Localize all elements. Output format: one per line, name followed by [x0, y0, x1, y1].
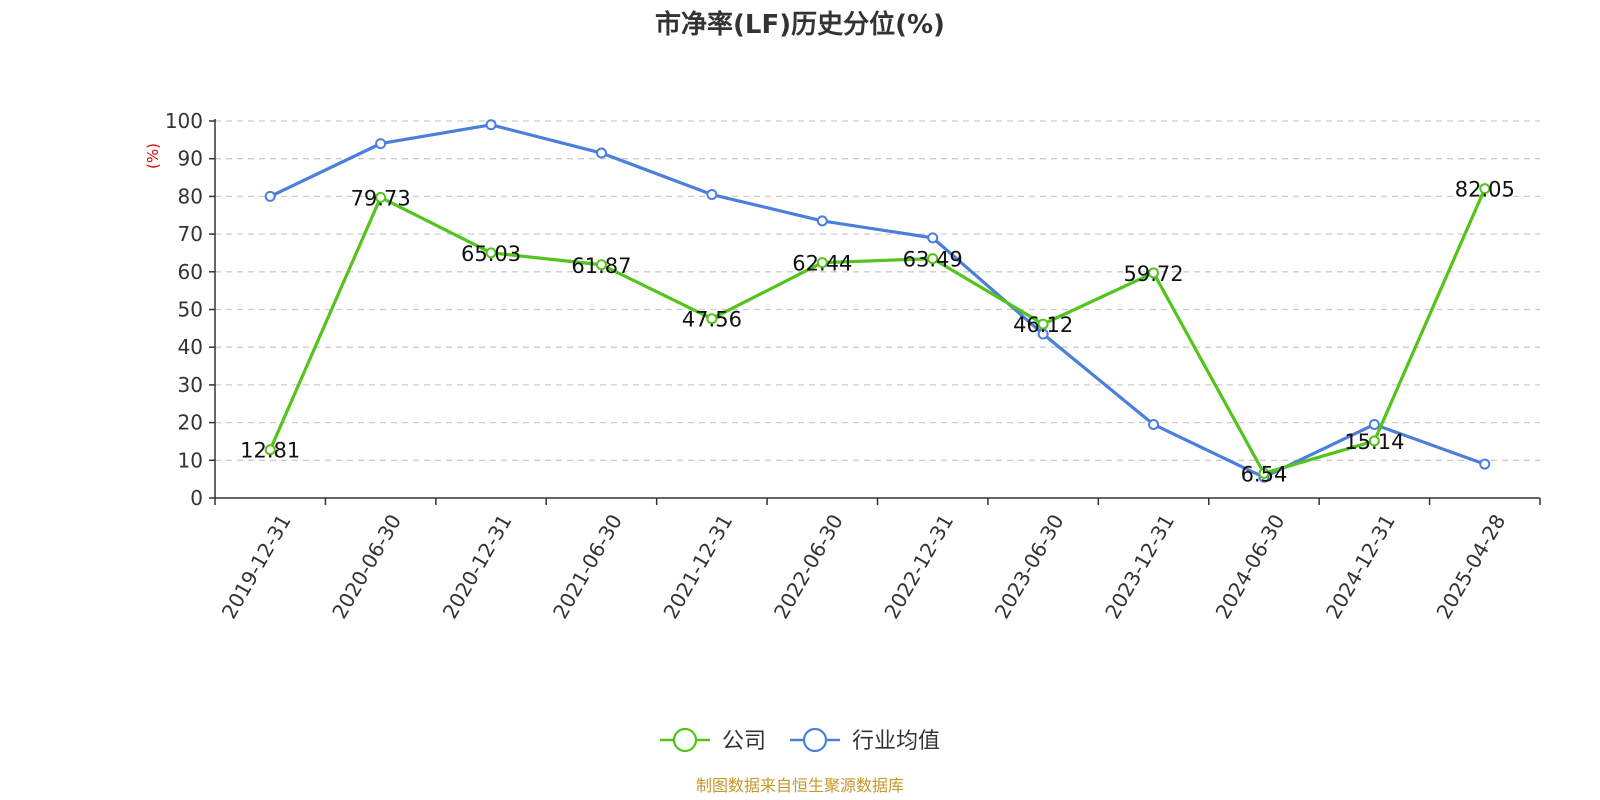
data-point	[264, 190, 276, 202]
y-tick-label: 20	[178, 411, 203, 435]
x-tick-label: 2024-06-30	[1211, 510, 1290, 623]
y-tick-label: 80	[178, 184, 203, 208]
data-point	[816, 257, 828, 269]
x-tick-label: 2021-06-30	[548, 510, 627, 623]
x-tick-label: 2025-04-28	[1431, 510, 1510, 623]
data-point	[264, 444, 276, 456]
data-point	[816, 215, 828, 227]
y-axis-label: (%)	[144, 143, 162, 169]
legend-marker	[802, 727, 828, 753]
data-point	[1368, 435, 1380, 447]
data-label: 46.12	[1013, 313, 1073, 337]
y-tick-label: 90	[178, 147, 203, 171]
data-label: 59.72	[1123, 262, 1183, 286]
y-tick-label: 60	[178, 260, 203, 284]
data-point	[706, 313, 718, 325]
x-tick-label: 2022-12-31	[879, 510, 958, 623]
data-point	[375, 191, 387, 203]
data-label: 61.87	[571, 254, 631, 278]
y-tick-label: 0	[190, 486, 203, 510]
data-point	[375, 138, 387, 150]
x-tick-label: 2020-12-31	[438, 510, 517, 623]
legend-marker	[672, 727, 698, 753]
x-tick-label: 2021-12-31	[658, 510, 737, 623]
x-tick-label: 2022-06-30	[769, 510, 848, 623]
data-point	[485, 119, 497, 131]
data-point	[1479, 183, 1491, 195]
series-lines	[264, 119, 1491, 483]
data-point	[706, 189, 718, 201]
data-point	[485, 247, 497, 259]
y-tick-label: 70	[178, 222, 203, 246]
gridlines	[215, 120, 1540, 461]
y-tick-label: 40	[178, 335, 203, 359]
data-point	[1368, 418, 1380, 430]
data-point	[595, 259, 607, 271]
data-label: 62.44	[792, 252, 852, 276]
y-tick-label: 10	[178, 448, 203, 472]
data-labels: 12.81 79.73 65.03 61.87 47.56 62.44 63.49 46.12…	[240, 178, 1515, 487]
data-point	[1258, 467, 1270, 479]
data-point	[927, 232, 939, 244]
data-label: 65.03	[461, 242, 521, 266]
x-tick-label: 2019-12-31	[217, 510, 296, 623]
data-point	[1479, 458, 1491, 470]
data-label: 6.54	[1241, 462, 1288, 486]
data-point	[927, 253, 939, 265]
legend-label: 行业均值	[852, 729, 940, 754]
y-tick-label: 30	[178, 373, 203, 397]
data-point	[1037, 318, 1049, 330]
data-label: 15.14	[1344, 430, 1404, 454]
data-label: 12.81	[240, 439, 300, 463]
data-label: 82.05	[1455, 178, 1515, 202]
data-label: 63.49	[903, 248, 963, 272]
x-tick-label: 2024-12-31	[1321, 510, 1400, 623]
x-tick-label: 2023-12-31	[1100, 510, 1179, 623]
y-tick-label: 50	[178, 298, 203, 322]
data-point	[595, 147, 607, 159]
chart-title: 市净率(LF)历史分位(%)	[655, 9, 945, 40]
y-tick-label: 100	[165, 109, 203, 133]
data-label: 79.73	[351, 186, 411, 210]
legend: 公司 行业均值	[660, 727, 940, 754]
data-point	[1148, 418, 1160, 430]
legend-item-0[interactable]: 公司	[660, 727, 766, 754]
series-line-0	[268, 188, 1487, 475]
legend-label: 公司	[722, 729, 766, 754]
x-tick-label: 2020-06-30	[327, 510, 406, 623]
data-point	[1148, 267, 1160, 279]
legend-item-1[interactable]: 行业均值	[790, 727, 940, 754]
data-label: 47.56	[682, 308, 742, 332]
source-note: 制图数据来自恒生聚源数据库	[696, 776, 904, 795]
series-line-1	[269, 123, 1486, 479]
x-tick-label: 2023-06-30	[990, 510, 1069, 623]
